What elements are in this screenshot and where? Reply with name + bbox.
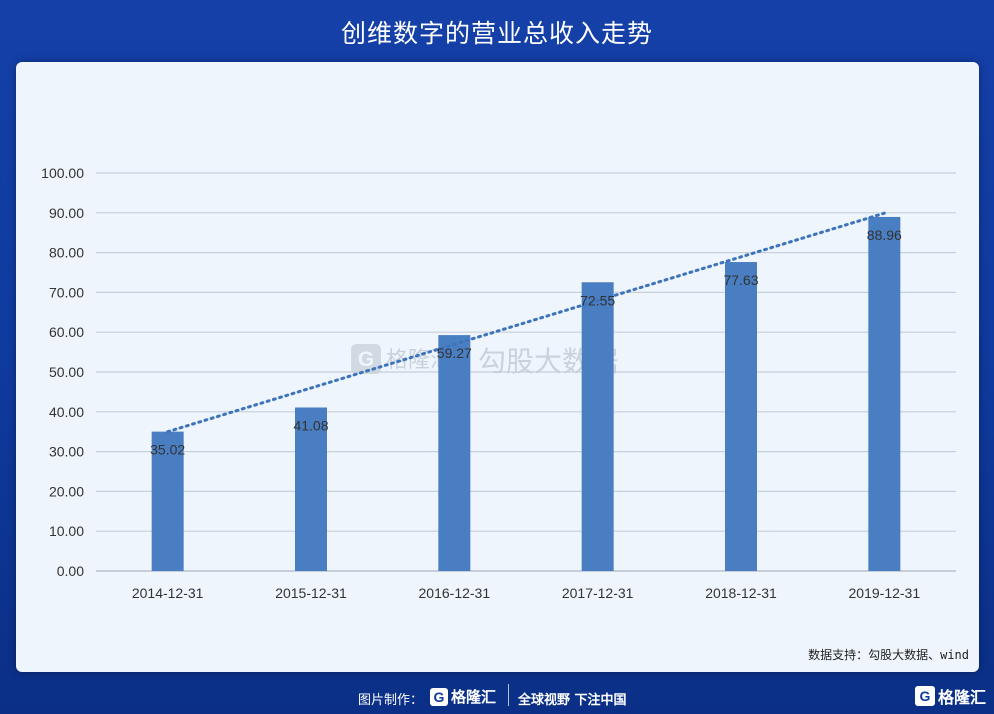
trendline xyxy=(166,211,886,434)
data-label: 88.96 xyxy=(867,227,902,243)
watermark-logo-icon xyxy=(351,344,381,374)
data-label: 41.08 xyxy=(293,418,328,434)
footer: 图片制作： G 格隆汇 全球视野 下注中国 G 格隆汇 xyxy=(0,680,994,714)
y-tick-label: 80.00 xyxy=(49,245,84,261)
bar xyxy=(151,431,184,571)
footer-divider xyxy=(508,684,509,706)
bar xyxy=(581,282,614,571)
source-note: 数据支持：勾股大数据、wind xyxy=(808,648,969,662)
footer-logo-name: 格隆汇 xyxy=(451,688,497,706)
logo-mark-icon: G xyxy=(430,687,448,706)
data-label: 77.63 xyxy=(723,272,758,288)
footer-credit: 图片制作： xyxy=(358,693,424,708)
x-tick-label: 2015-12-31 xyxy=(275,585,347,601)
x-tick-label: 2016-12-31 xyxy=(419,585,491,601)
y-tick-label: 40.00 xyxy=(49,404,84,420)
y-tick-label: 50.00 xyxy=(49,364,84,380)
data-label: 72.55 xyxy=(580,292,615,308)
y-tick-label: 90.00 xyxy=(49,205,84,221)
x-tick-label: 2018-12-31 xyxy=(705,585,777,601)
y-tick-label: 20.00 xyxy=(49,483,84,499)
data-label: 59.27 xyxy=(437,345,472,361)
corner-logo-name: 格隆汇 xyxy=(937,688,986,707)
watermark-logo-mark: G xyxy=(358,348,374,371)
y-tick-label: 70.00 xyxy=(49,284,84,300)
y-tick-label: 10.00 xyxy=(49,523,84,539)
corner-logo-mark-icon: G xyxy=(914,686,935,706)
y-tick-label: 100.00 xyxy=(41,165,84,181)
revenue-chart: G 格隆汇 勾股大数据 0.00 10.00 20.00 30.00 40.00 50.0… xyxy=(41,165,956,601)
bar xyxy=(868,216,901,571)
footer-slogan: 全球视野 下注中国 xyxy=(518,693,627,708)
chart-card: G 格隆汇 勾股大数据 0.00 10.00 20.00 30.00 40.00 50.0… xyxy=(16,62,979,672)
y-tick-label: 0.00 xyxy=(57,563,84,579)
bar xyxy=(295,407,327,571)
watermark: G 格隆汇 勾股大数据 xyxy=(351,344,618,378)
y-tick-label: 30.00 xyxy=(49,444,84,460)
footer-logo: G 格隆汇 xyxy=(430,686,496,707)
bar xyxy=(725,262,757,571)
y-tick-label: 60.00 xyxy=(49,324,84,340)
page-title: 创维数字的营业总收入走势 xyxy=(340,19,653,48)
x-tick-label: 2014-12-31 xyxy=(132,585,204,601)
data-label: 35.02 xyxy=(150,442,185,458)
corner-logo: G 格隆汇 xyxy=(914,684,986,708)
x-tick-label: 2019-12-31 xyxy=(849,585,921,601)
bar xyxy=(438,335,471,571)
x-tick-label: 2017-12-31 xyxy=(562,585,634,601)
